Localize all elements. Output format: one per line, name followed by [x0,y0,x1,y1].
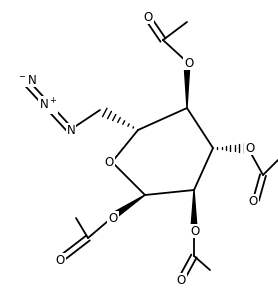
Text: N: N [67,123,75,136]
Text: O: O [245,141,255,155]
Polygon shape [113,195,145,218]
Text: O: O [176,274,186,287]
Text: O: O [184,57,193,70]
Polygon shape [191,190,197,228]
Text: O: O [104,155,114,168]
Text: O: O [143,10,153,23]
Text: O: O [248,194,258,207]
Text: N$^+$: N$^+$ [39,97,57,113]
Text: $^-$N: $^-$N [17,73,37,86]
Text: O: O [55,253,64,266]
Polygon shape [184,62,190,108]
Text: O: O [190,224,200,237]
Text: O: O [108,212,118,224]
